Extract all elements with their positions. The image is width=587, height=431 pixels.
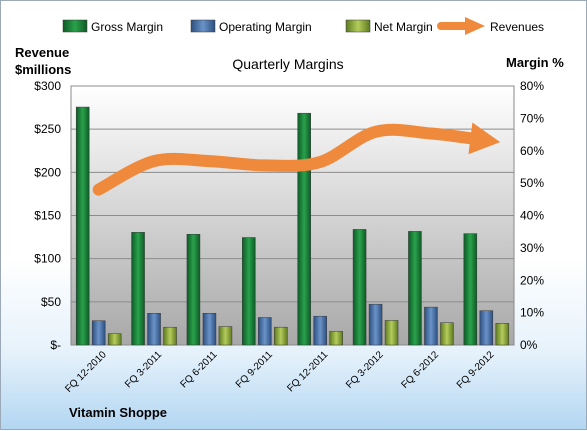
revenues-arrowhead bbox=[468, 122, 501, 155]
bar-gross-margin bbox=[242, 237, 256, 346]
right-tick-label: 10% bbox=[520, 306, 544, 320]
left-tick-label: $250 bbox=[34, 122, 61, 136]
left-tick-label: $- bbox=[50, 338, 61, 352]
right-tick-label: 20% bbox=[520, 273, 544, 287]
bar-operating-margin bbox=[479, 310, 494, 346]
left-tick-label: $100 bbox=[34, 252, 61, 266]
legend-label: Gross Margin bbox=[91, 20, 163, 34]
category-label: FQ 12-2011 bbox=[285, 349, 330, 394]
right-tick-label: 80% bbox=[520, 79, 544, 93]
legend-revenues-arrowhead bbox=[465, 17, 485, 35]
bar-net-margin bbox=[107, 333, 122, 346]
right-tick-label: 50% bbox=[520, 176, 544, 190]
category-label: FQ 12-2010 bbox=[63, 349, 109, 395]
bar-gross-margin bbox=[186, 234, 201, 346]
footer-note: Vitamin Shoppe bbox=[69, 405, 167, 420]
chart-title: Quarterly Margins bbox=[232, 56, 343, 72]
right-axis-ticks: 0% 10% 20% 30% 40% 50% 60% 70% 80% bbox=[520, 79, 544, 352]
left-tick-label: $300 bbox=[34, 79, 61, 93]
legend-label: Net Margin bbox=[374, 20, 433, 34]
bar-operating-margin bbox=[424, 306, 438, 346]
left-tick-label: $200 bbox=[34, 165, 61, 179]
bar-operating-margin bbox=[91, 320, 106, 346]
revenues-line bbox=[92, 122, 501, 196]
revenues-line-path bbox=[92, 123, 483, 196]
category-label: FQ 3-2012 bbox=[344, 349, 386, 391]
bar-gross-margin bbox=[463, 233, 478, 346]
legend-swatch bbox=[345, 19, 371, 33]
legend-label: Operating Margin bbox=[219, 20, 312, 34]
bar-net-margin bbox=[218, 326, 233, 346]
category-label: FQ 6-2012 bbox=[399, 349, 441, 391]
legend-swatch bbox=[190, 19, 216, 33]
legend-label: Revenues bbox=[490, 20, 544, 34]
category-labels: FQ 12-2010 FQ 3-2011 FQ 6-2011 FQ 9-2011 FQ … bbox=[63, 349, 496, 395]
category-label: FQ 6-2011 bbox=[179, 349, 220, 390]
bar-gross-margin bbox=[75, 106, 90, 346]
left-axis-label-line2: $millions bbox=[15, 62, 71, 77]
legend-swatch bbox=[62, 19, 88, 33]
bar-net-margin bbox=[384, 320, 399, 346]
category-label: FQ 3-2011 bbox=[123, 349, 164, 390]
bar-operating-margin bbox=[368, 303, 383, 346]
right-tick-label: 0% bbox=[520, 338, 538, 352]
bar-net-margin bbox=[495, 323, 510, 346]
bar-gross-margin bbox=[408, 231, 422, 346]
left-tick-label: $50 bbox=[41, 295, 61, 309]
left-axis-ticks: $- $50 $100 $150 $200 $250 $300 bbox=[34, 79, 61, 352]
left-tick-label: $150 bbox=[34, 209, 61, 223]
category-label: FQ 9-2012 bbox=[455, 349, 497, 391]
legend: Gross Margin Operating Margin Net Margin Re… bbox=[62, 17, 544, 35]
right-tick-label: 70% bbox=[520, 111, 544, 125]
left-axis-label-line1: Revenue bbox=[15, 45, 69, 60]
bar-operating-margin bbox=[313, 315, 327, 346]
bar-gross-margin bbox=[297, 112, 311, 346]
bars bbox=[75, 106, 510, 346]
right-tick-label: 40% bbox=[520, 209, 544, 223]
bar-operating-margin bbox=[258, 317, 272, 346]
bar-operating-margin bbox=[147, 313, 161, 346]
bar-gross-margin bbox=[352, 229, 367, 346]
right-tick-label: 30% bbox=[520, 241, 544, 255]
bar-gross-margin bbox=[131, 232, 145, 346]
right-axis-label: Margin % bbox=[506, 55, 564, 70]
bar-net-margin bbox=[163, 326, 177, 346]
right-tick-label: 60% bbox=[520, 144, 544, 158]
bar-operating-margin bbox=[202, 313, 217, 346]
category-label: FQ 9-2011 bbox=[234, 349, 275, 390]
bar-net-margin bbox=[329, 331, 343, 346]
bar-net-margin bbox=[274, 326, 288, 346]
bar-net-margin bbox=[440, 322, 454, 346]
